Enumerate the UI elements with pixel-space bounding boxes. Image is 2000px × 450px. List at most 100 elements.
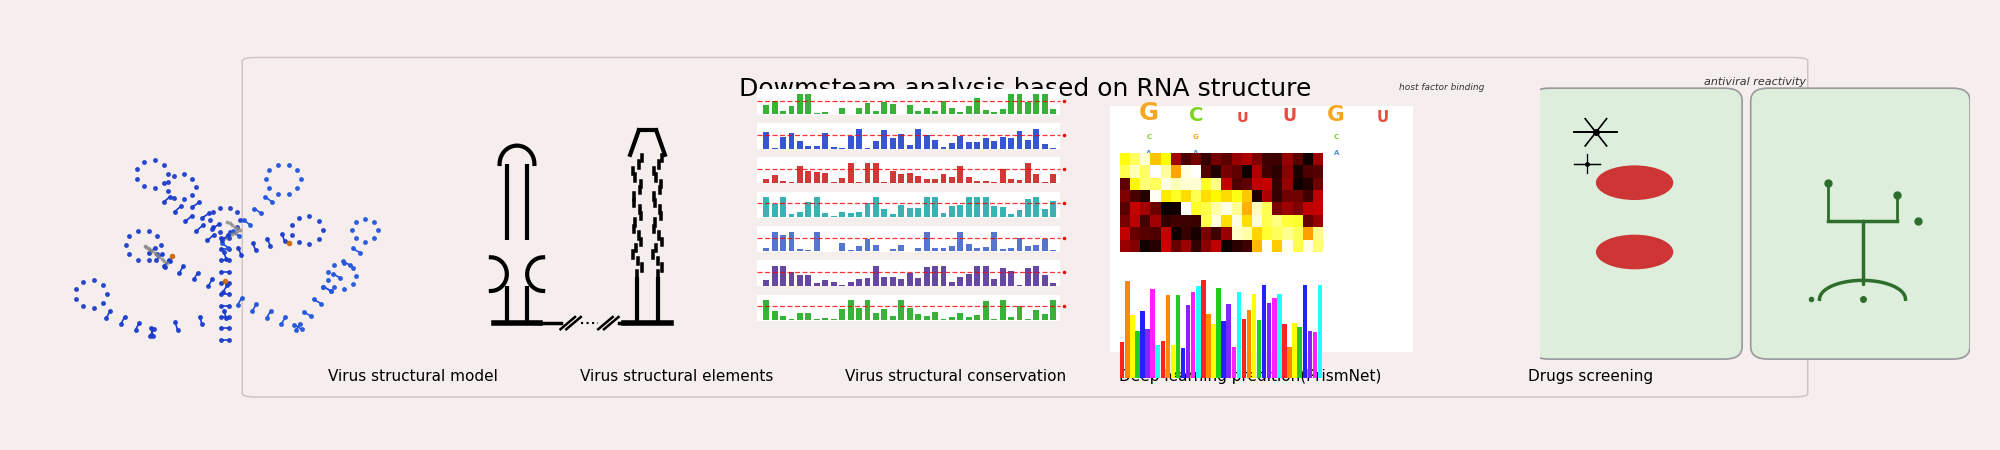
Bar — [1000, 207, 1006, 217]
Bar — [1034, 310, 1040, 320]
Bar — [1008, 94, 1014, 114]
Bar — [1232, 347, 1236, 378]
Bar — [864, 103, 870, 114]
Bar — [882, 182, 888, 183]
Bar — [848, 213, 854, 217]
Bar — [1016, 306, 1022, 320]
Text: Dowmsteam analysis based on RNA structure: Dowmsteam analysis based on RNA structur… — [738, 76, 1312, 101]
Bar — [788, 319, 794, 320]
Bar — [1008, 248, 1014, 252]
Bar — [1318, 285, 1322, 378]
Bar — [856, 279, 862, 286]
Bar — [882, 309, 888, 320]
Bar — [882, 209, 888, 217]
Bar — [756, 192, 1060, 218]
Bar — [924, 179, 930, 183]
Bar — [822, 213, 828, 217]
Text: U: U — [1236, 111, 1248, 125]
Bar — [780, 180, 786, 183]
Bar — [932, 197, 938, 217]
Bar — [796, 314, 802, 320]
Bar — [1136, 332, 1140, 378]
Text: G: G — [1192, 134, 1198, 140]
Bar — [1292, 324, 1296, 378]
Bar — [772, 231, 778, 252]
Bar — [916, 176, 922, 183]
Text: U: U — [1376, 110, 1390, 125]
Bar — [1156, 346, 1160, 378]
Bar — [958, 232, 964, 252]
Text: Virus structural conservation: Virus structural conservation — [844, 369, 1066, 384]
Bar — [906, 105, 912, 114]
Bar — [958, 313, 964, 320]
Bar — [780, 235, 786, 252]
Bar — [772, 311, 778, 320]
Bar — [756, 158, 1060, 184]
Bar — [788, 133, 794, 148]
Bar — [924, 316, 930, 320]
Bar — [916, 208, 922, 217]
Bar — [1008, 317, 1014, 320]
Bar — [788, 106, 794, 114]
Bar — [1024, 199, 1030, 217]
Bar — [764, 197, 770, 217]
Bar — [898, 300, 904, 320]
Bar — [788, 182, 794, 183]
Bar — [958, 166, 964, 183]
Bar — [1016, 94, 1022, 114]
Bar — [796, 212, 802, 217]
Bar — [966, 177, 972, 183]
Bar — [948, 282, 954, 286]
Bar — [882, 251, 888, 252]
Bar — [1016, 238, 1022, 252]
Text: Drugs screening: Drugs screening — [1528, 369, 1654, 384]
Bar — [796, 274, 802, 286]
Text: Virus structural model: Virus structural model — [328, 369, 498, 384]
Bar — [882, 277, 888, 286]
Bar — [1016, 180, 1022, 183]
Bar — [1034, 94, 1040, 114]
Bar — [1186, 306, 1190, 378]
Bar — [906, 208, 912, 217]
Bar — [1034, 266, 1040, 286]
Text: C: C — [1188, 106, 1202, 125]
Bar — [848, 300, 854, 320]
Bar — [822, 251, 828, 252]
Bar — [1042, 182, 1048, 183]
Bar — [1146, 328, 1150, 378]
Bar — [1042, 94, 1048, 114]
Bar — [1252, 294, 1256, 378]
Bar — [814, 171, 820, 183]
Bar — [1312, 332, 1318, 378]
Bar — [958, 205, 964, 217]
Bar — [814, 146, 820, 148]
Bar — [958, 277, 964, 286]
Bar — [1262, 285, 1266, 378]
Bar — [780, 111, 786, 114]
Bar — [940, 174, 946, 183]
Bar — [780, 316, 786, 320]
Bar — [1042, 209, 1048, 217]
Bar — [872, 266, 878, 286]
Bar — [966, 274, 972, 286]
Bar — [806, 171, 812, 183]
Bar — [1130, 315, 1134, 378]
Bar — [772, 204, 778, 217]
Bar — [814, 197, 820, 217]
Bar — [872, 313, 878, 320]
Bar — [948, 246, 954, 252]
Bar — [966, 106, 972, 114]
Bar — [916, 111, 922, 114]
Bar — [916, 278, 922, 286]
Bar — [890, 249, 896, 252]
Bar — [780, 138, 786, 148]
FancyBboxPatch shape — [242, 58, 1808, 397]
Bar — [924, 135, 930, 148]
Bar — [974, 315, 980, 320]
Bar — [1016, 130, 1022, 148]
Bar — [940, 147, 946, 149]
Bar — [982, 138, 988, 148]
Bar — [982, 110, 988, 114]
Bar — [982, 181, 988, 183]
Bar — [756, 89, 1060, 115]
